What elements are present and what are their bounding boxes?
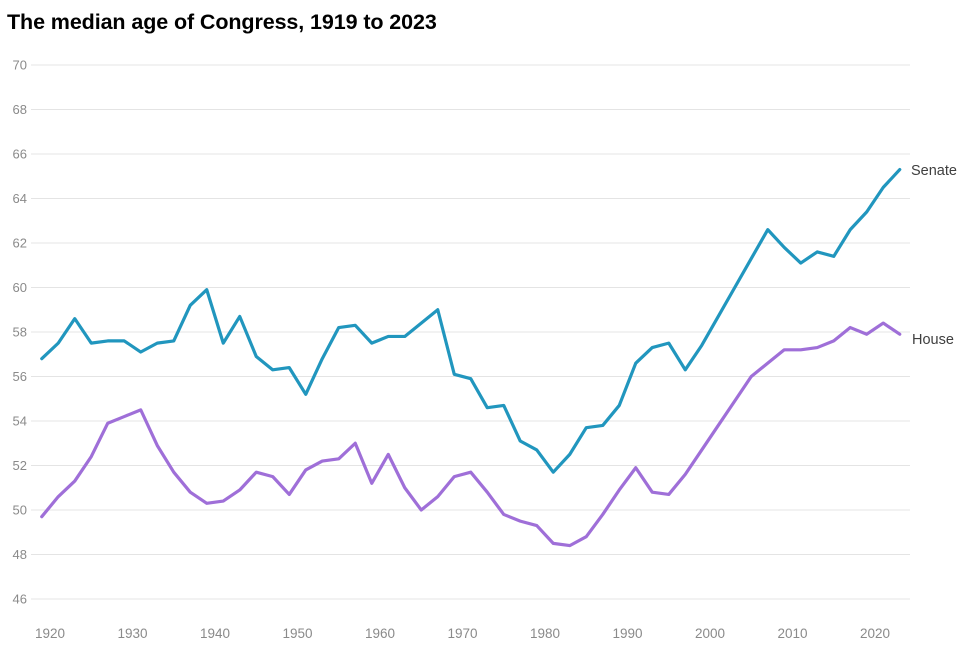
senate-line — [40, 167, 902, 474]
y-tick-label: 66 — [13, 147, 27, 162]
y-tick-label: 68 — [13, 102, 27, 117]
x-tick-label: 1950 — [282, 626, 312, 641]
y-tick-label: 48 — [13, 547, 27, 562]
chart-title: The median age of Congress, 1919 to 2023 — [7, 10, 437, 34]
y-tick-label: 52 — [13, 458, 27, 473]
y-tick-label: 54 — [13, 414, 27, 429]
house-line — [40, 321, 902, 548]
series-label-house: House — [912, 332, 954, 348]
x-tick-label: 2000 — [695, 626, 725, 641]
x-tick-label: 2010 — [777, 626, 807, 641]
y-tick-label: 60 — [13, 280, 27, 295]
y-tick-label: 58 — [13, 325, 27, 340]
x-tick-label: 1990 — [612, 626, 642, 641]
x-tick-label: 1920 — [35, 626, 65, 641]
y-tick-label: 56 — [13, 369, 27, 384]
x-tick-label: 1970 — [447, 626, 477, 641]
x-tick-label: 1940 — [200, 626, 230, 641]
series-label-senate: Senate — [911, 163, 957, 179]
x-tick-label: 1930 — [117, 626, 147, 641]
y-tick-label: 46 — [13, 592, 27, 607]
y-tick-label: 70 — [13, 58, 27, 73]
y-tick-label: 62 — [13, 236, 27, 251]
x-tick-label: 1960 — [365, 626, 395, 641]
y-tick-label: 50 — [13, 503, 27, 518]
x-tick-label: 1980 — [530, 626, 560, 641]
y-tick-label: 64 — [13, 191, 27, 206]
x-tick-label: 2020 — [860, 626, 890, 641]
